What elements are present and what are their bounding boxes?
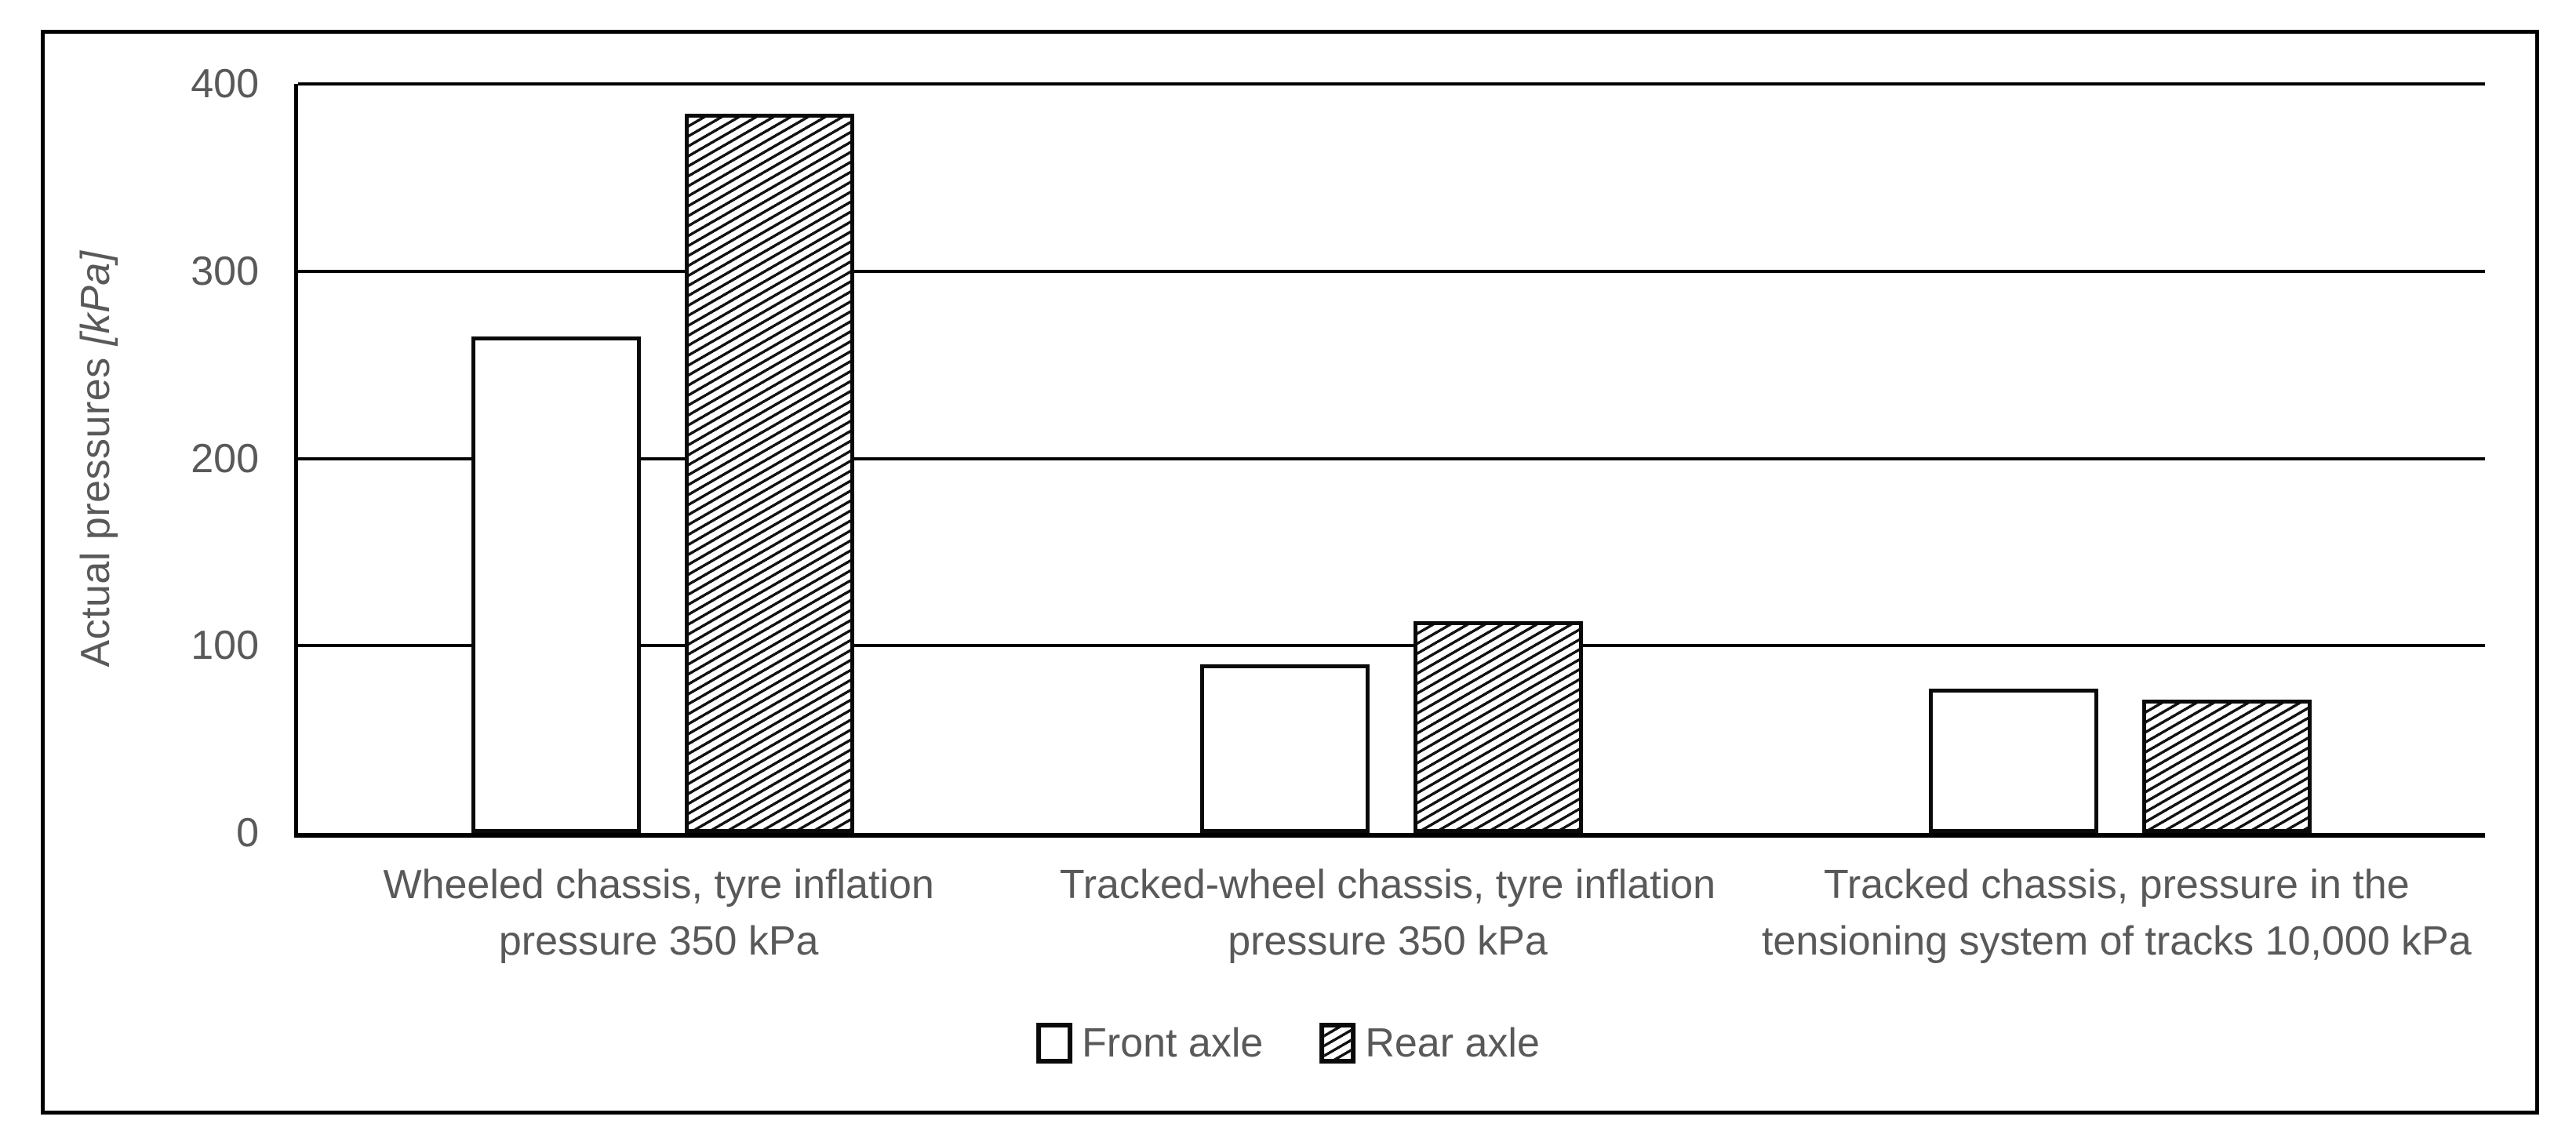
legend-label: Rear axle <box>1365 1020 1540 1066</box>
gridline <box>298 82 2485 85</box>
bar-front-axle <box>1200 664 1370 833</box>
legend-item: Front axle <box>1036 1015 1263 1071</box>
category-label-line: Tracked chassis, pressure in the <box>1824 862 2410 907</box>
y-tick-label: 300 <box>191 248 259 294</box>
category-label: Tracked-wheel chassis, tyre inflation pre… <box>956 856 1819 969</box>
y-tick-label: 0 <box>236 810 259 856</box>
category-label: Tracked chassis, pressure in the tensioni… <box>1685 856 2548 969</box>
y-tick-label: 100 <box>191 623 259 669</box>
category-label-line: pressure 350 kPa <box>1228 918 1548 964</box>
category-label-line: tensioning system of tracks 10,000 kPa <box>1761 918 2472 964</box>
y-tick-label: 200 <box>191 435 259 482</box>
gridline <box>298 456 2485 460</box>
legend-label: Front axle <box>1082 1020 1264 1066</box>
category-label: Wheeled chassis, tyre inflation pressure … <box>227 856 1090 969</box>
legend: Front axle Rear axle <box>1036 1015 1540 1071</box>
gridline <box>298 269 2485 273</box>
bar-front-axle <box>1929 689 2099 833</box>
gridline <box>298 644 2485 648</box>
category-label-line: Wheeled chassis, tyre inflation <box>383 862 934 907</box>
y-tick-label: 400 <box>191 61 259 107</box>
plot-area <box>294 82 2485 838</box>
legend-item: Rear axle <box>1319 1015 1540 1071</box>
bar-rear-axle <box>1414 621 1583 833</box>
category-label-line: pressure 350 kPa <box>498 918 819 964</box>
bar-rear-axle <box>2142 700 2312 833</box>
bar-rear-axle <box>684 114 854 833</box>
category-label-line: Tracked-wheel chassis, tyre inflation <box>1059 862 1716 907</box>
figure-border <box>41 30 2539 1115</box>
legend-swatch-front-axle-icon <box>1036 1023 1073 1064</box>
legend-swatch-rear-axle-icon <box>1319 1023 1356 1064</box>
bar-front-axle <box>471 336 641 833</box>
